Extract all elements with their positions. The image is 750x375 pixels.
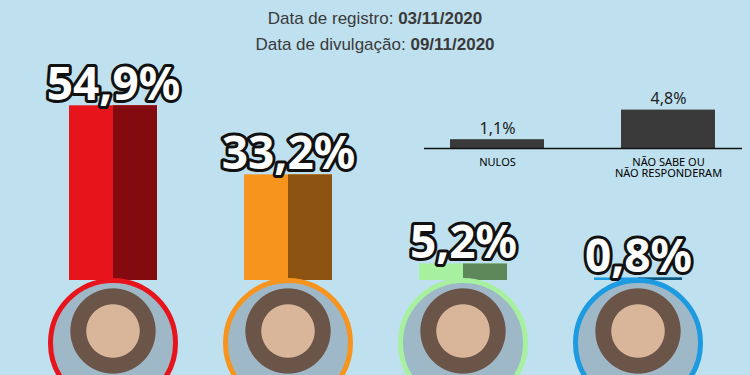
svg-text:5,2%: 5,2%	[410, 209, 517, 271]
svg-text:4,8%: 4,8%	[651, 87, 687, 109]
svg-text:0,8%: 0,8%	[585, 223, 692, 285]
svg-text:54,9%: 54,9%	[47, 51, 181, 113]
svg-text:NÃO SABE OUNÃO RESPONDERAM: NÃO SABE OUNÃO RESPONDERAM	[615, 154, 722, 180]
html-text:Data de divulgação: 09/11/2020: Data de divulgação: 09/11/2020	[255, 35, 495, 54]
svg-text:33,2%: 33,2%	[222, 120, 356, 182]
svg-text:1,1%: 1,1%	[480, 117, 516, 139]
svg-text:NULOS: NULOS	[479, 154, 516, 169]
html-text:Data de registro: 03/11/2020: Data de registro: 03/11/2020	[267, 9, 483, 28]
